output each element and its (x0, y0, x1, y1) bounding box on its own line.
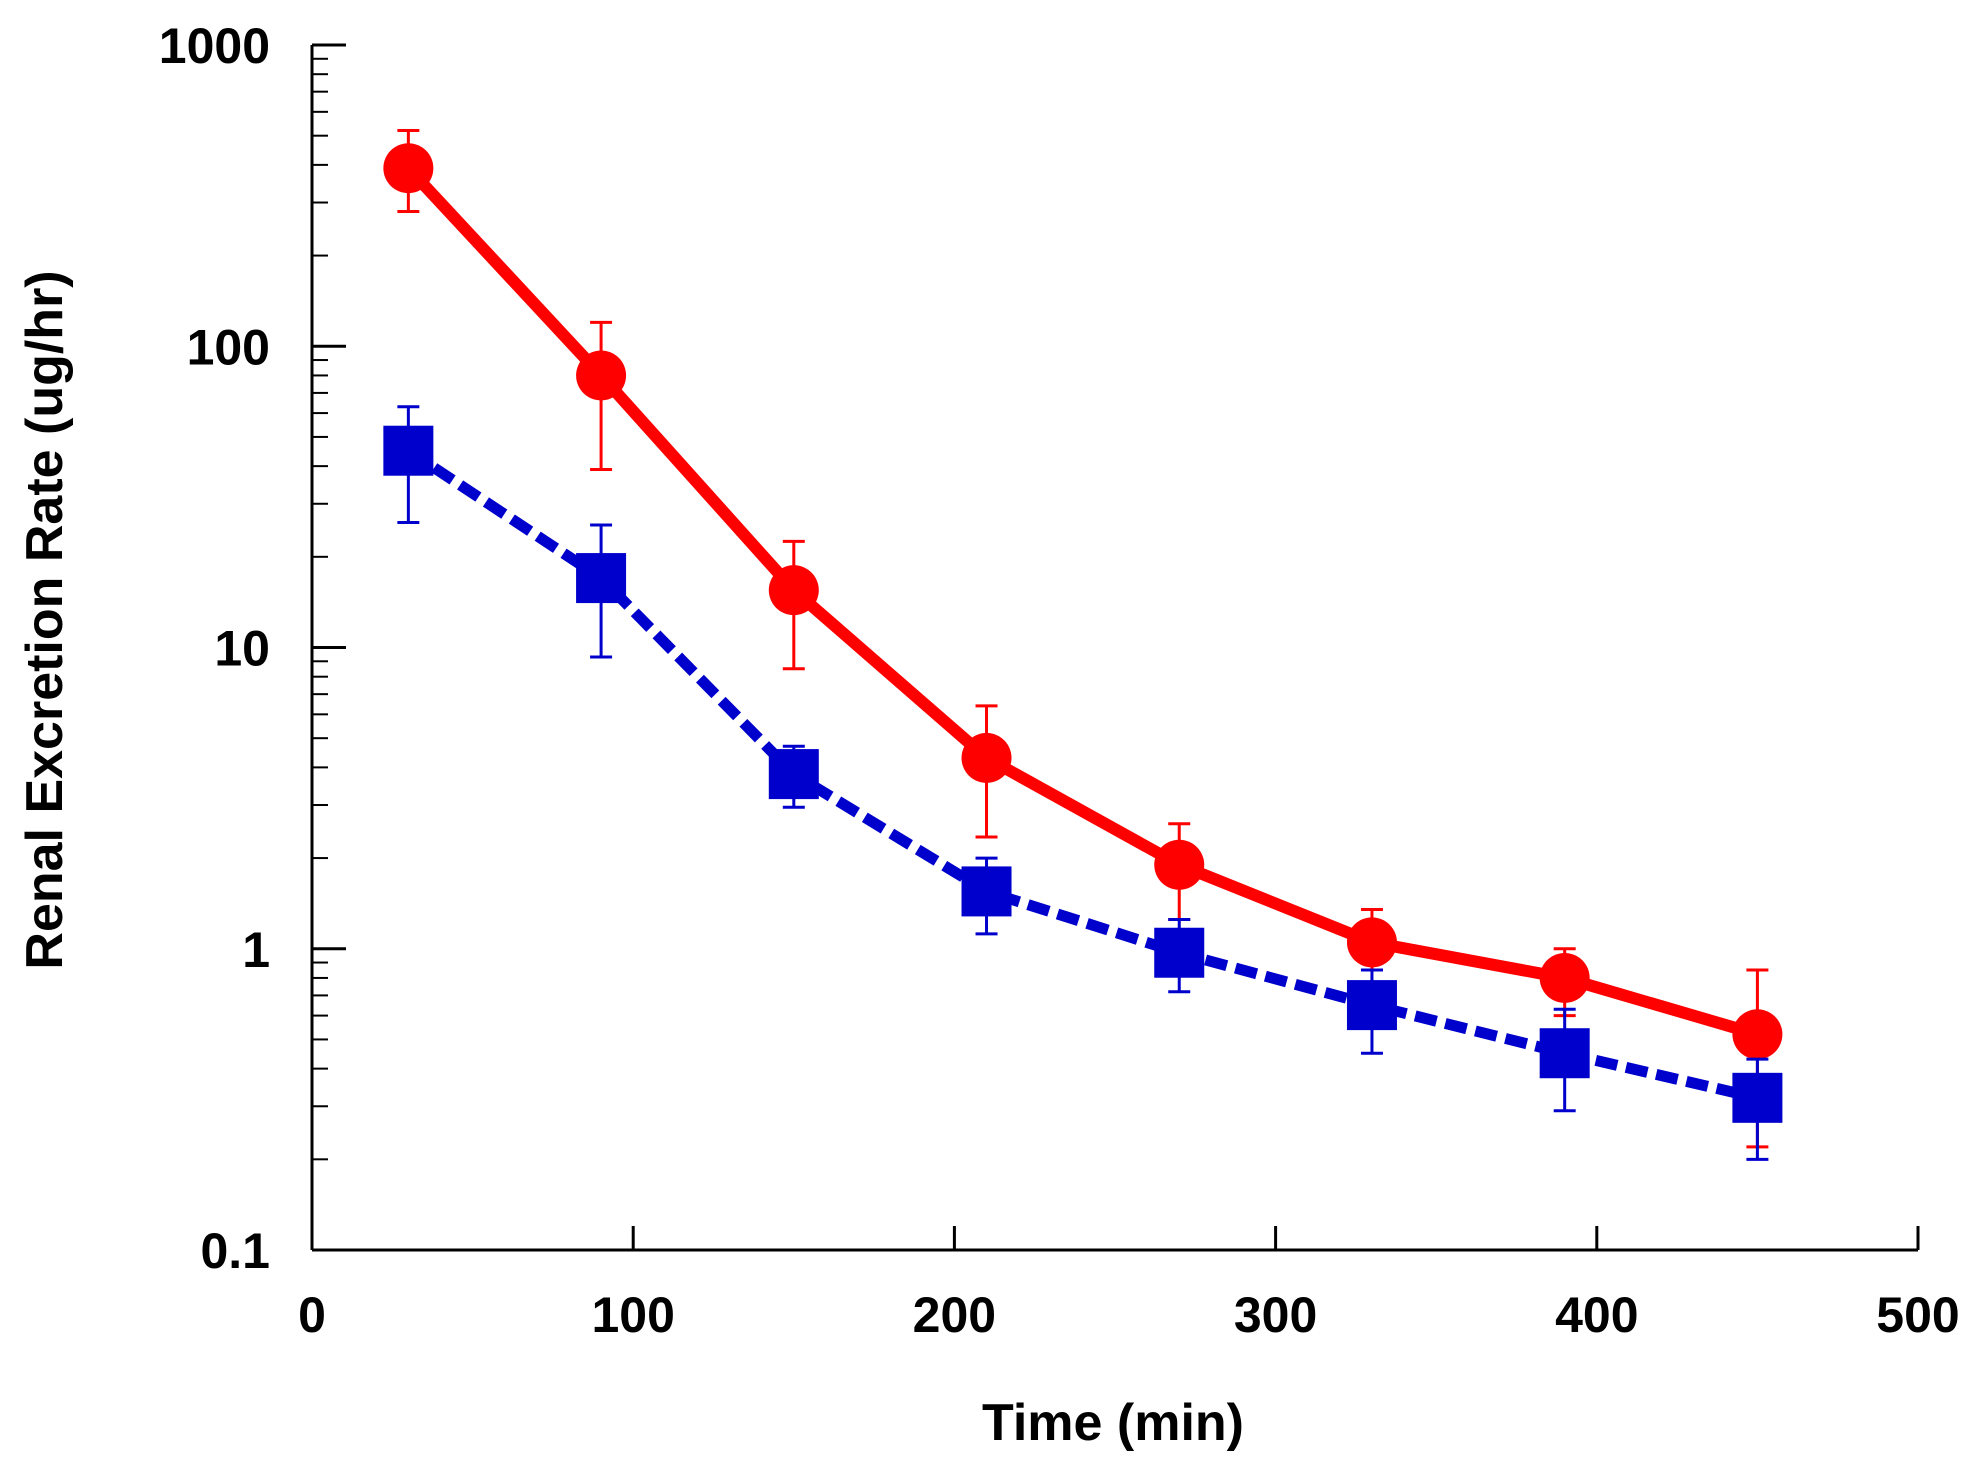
x-tick-label: 300 (1234, 1287, 1317, 1343)
y-axis-title: Renal Excretion Rate (ug/hr) (16, 270, 74, 969)
data-point (576, 350, 627, 401)
data-point (1539, 952, 1590, 1003)
y-tick-label: 0.1 (200, 1223, 270, 1279)
y-tick-label: 1000 (159, 18, 270, 74)
y-tick-label: 100 (187, 319, 270, 375)
data-point (768, 565, 819, 616)
series-line (403, 164, 1760, 1041)
data-point (1539, 1028, 1590, 1079)
data-point (383, 425, 434, 476)
series-2 (383, 405, 1783, 1161)
data-point (1346, 980, 1397, 1031)
x-tick-label: 400 (1555, 1287, 1638, 1343)
data-point (576, 553, 627, 604)
x-tick-label: 100 (591, 1287, 674, 1343)
data-point (1154, 927, 1205, 978)
data-point (768, 749, 819, 800)
x-tick-label: 500 (1876, 1287, 1959, 1343)
data-point (1154, 839, 1205, 890)
series-1 (383, 129, 1783, 1149)
x-tick-label: 200 (913, 1287, 996, 1343)
y-tick-label: 10 (214, 621, 270, 677)
series-layer (383, 129, 1783, 1161)
axes: 0 100 200 300 400 500 0.1 1 10 100 1000 (159, 18, 1960, 1343)
data-point (961, 732, 1012, 783)
x-tick-label: 0 (298, 1287, 326, 1343)
y-tick-label: 1 (242, 922, 270, 978)
data-point (1732, 1072, 1783, 1123)
x-axis-title: Time (min) (982, 1394, 1244, 1452)
data-point (961, 866, 1012, 917)
data-point (1732, 1009, 1783, 1060)
data-point (383, 143, 434, 194)
data-point (1346, 917, 1397, 968)
